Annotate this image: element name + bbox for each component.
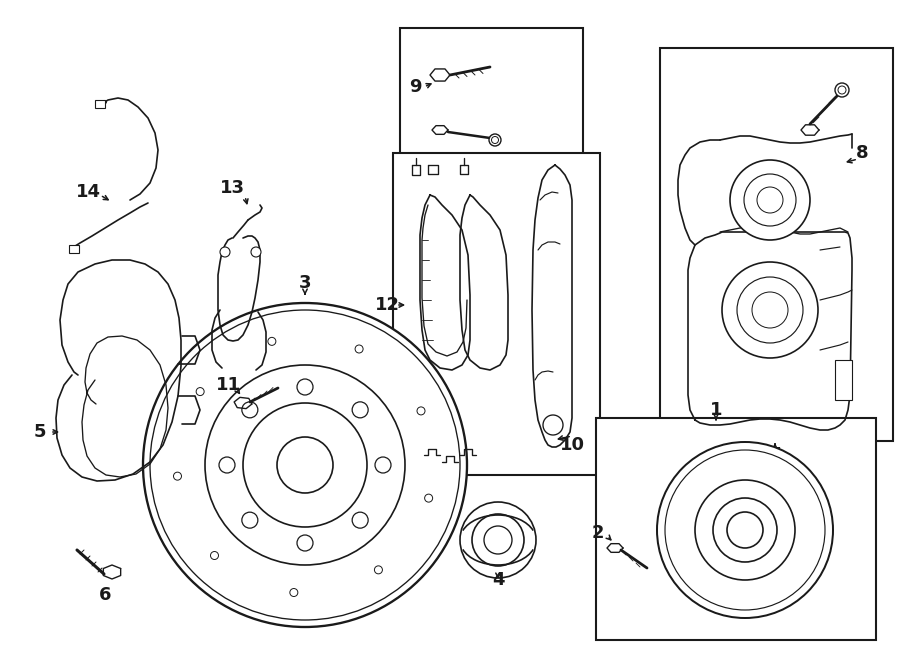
Circle shape <box>150 310 460 620</box>
Text: 14: 14 <box>76 183 101 201</box>
Circle shape <box>543 415 563 435</box>
Bar <box>393 153 600 475</box>
Circle shape <box>695 480 795 580</box>
Text: 6: 6 <box>99 586 112 604</box>
Circle shape <box>205 365 405 565</box>
Text: 3: 3 <box>299 274 311 292</box>
Circle shape <box>737 277 803 343</box>
Circle shape <box>722 262 818 358</box>
Circle shape <box>752 292 788 328</box>
Circle shape <box>835 83 849 97</box>
Circle shape <box>472 514 524 566</box>
Circle shape <box>425 494 433 502</box>
Circle shape <box>484 526 512 554</box>
Text: 1: 1 <box>710 401 722 419</box>
Circle shape <box>219 457 235 473</box>
Circle shape <box>657 442 833 618</box>
Circle shape <box>174 472 182 480</box>
Circle shape <box>460 502 536 578</box>
Circle shape <box>277 437 333 493</box>
Circle shape <box>417 407 425 415</box>
Circle shape <box>374 566 382 574</box>
Text: 2: 2 <box>592 524 604 542</box>
Circle shape <box>356 345 363 353</box>
Circle shape <box>297 535 313 551</box>
Circle shape <box>251 247 261 257</box>
Circle shape <box>757 187 783 213</box>
Circle shape <box>211 551 219 559</box>
Circle shape <box>242 512 257 528</box>
Circle shape <box>491 136 499 144</box>
Bar <box>835 360 852 400</box>
Bar <box>596 418 876 640</box>
Text: 11: 11 <box>215 376 240 394</box>
Circle shape <box>730 160 810 240</box>
Text: 9: 9 <box>409 78 421 96</box>
Circle shape <box>727 512 763 548</box>
Circle shape <box>713 498 777 562</box>
Circle shape <box>143 303 467 627</box>
Text: 13: 13 <box>220 179 245 197</box>
Circle shape <box>297 379 313 395</box>
Circle shape <box>220 247 230 257</box>
Circle shape <box>242 402 257 418</box>
Circle shape <box>352 402 368 418</box>
Text: 5: 5 <box>34 423 46 441</box>
Circle shape <box>243 403 367 527</box>
Circle shape <box>268 338 276 346</box>
Bar <box>95 100 105 108</box>
Circle shape <box>352 512 368 528</box>
Circle shape <box>489 134 501 146</box>
Text: 12: 12 <box>374 296 400 314</box>
Circle shape <box>838 86 846 94</box>
Bar <box>400 28 583 190</box>
Circle shape <box>665 450 825 610</box>
Text: 10: 10 <box>560 436 584 454</box>
Bar <box>660 48 893 441</box>
Text: 8: 8 <box>856 144 868 162</box>
Circle shape <box>290 589 298 596</box>
Circle shape <box>196 387 204 396</box>
Circle shape <box>375 457 391 473</box>
Text: 4: 4 <box>491 571 504 589</box>
Text: 7: 7 <box>769 446 781 464</box>
Circle shape <box>744 174 796 226</box>
Bar <box>69 245 79 253</box>
